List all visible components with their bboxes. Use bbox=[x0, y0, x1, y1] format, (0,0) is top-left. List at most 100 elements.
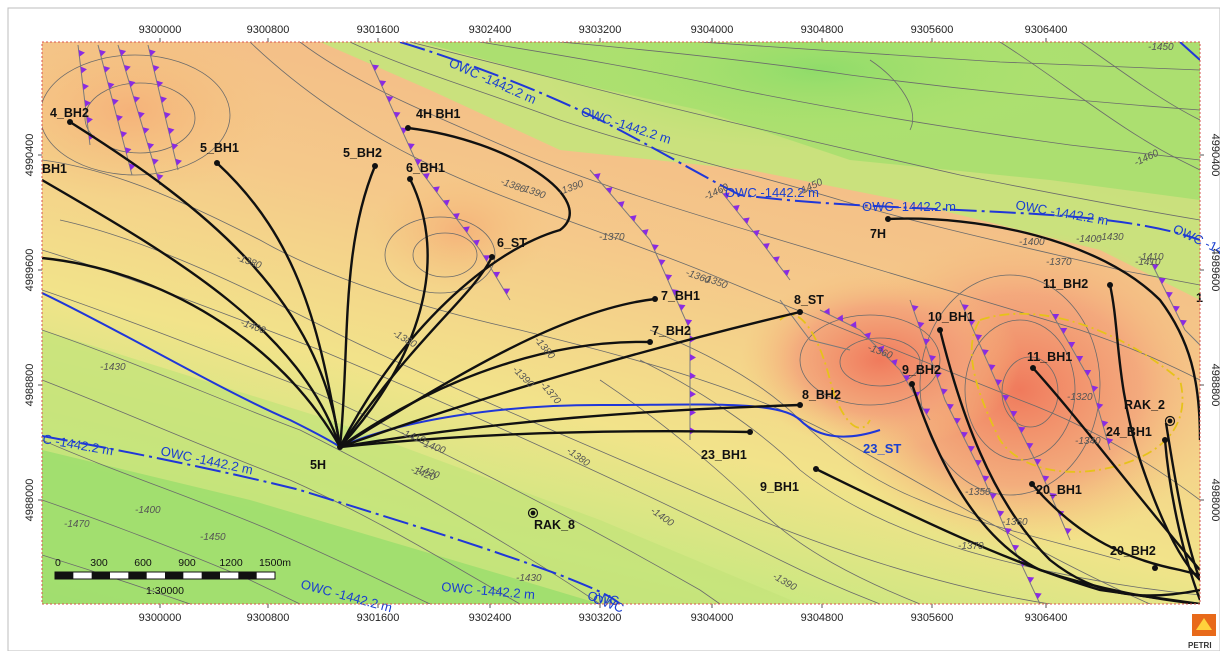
scale-ratio: 1:30000 bbox=[146, 585, 184, 597]
well-label: 11_BH2 bbox=[1043, 277, 1088, 291]
fault-tick bbox=[690, 390, 696, 398]
well-marker bbox=[1030, 365, 1036, 371]
y-tick-label-left: 4988800 bbox=[24, 364, 36, 407]
fault-tick bbox=[981, 349, 989, 356]
x-tick-label-top: 9302400 bbox=[469, 24, 512, 36]
well-marker bbox=[407, 176, 413, 182]
fault-tick bbox=[120, 130, 128, 138]
logo-text: PETRI bbox=[1188, 641, 1212, 650]
axis-ticks bbox=[38, 38, 1204, 608]
contour-label: -1400 bbox=[1076, 234, 1102, 245]
fault-tick bbox=[1158, 277, 1166, 285]
contour-label: -1400 bbox=[1019, 237, 1045, 248]
fault-tick bbox=[903, 375, 911, 382]
fault-tick bbox=[414, 158, 422, 166]
fault-tick bbox=[877, 345, 885, 353]
well-label: BH1 bbox=[42, 162, 67, 176]
owc-label: OWC -1442.2 m bbox=[725, 185, 819, 200]
well-label: 8_BH2 bbox=[802, 388, 841, 402]
scale-bar: 0 300 600 900 1200 1500m 1:30000 bbox=[54, 557, 291, 597]
x-tick-label-top: 9305600 bbox=[911, 24, 954, 36]
scale-bar-segment bbox=[55, 572, 74, 579]
fault-tick bbox=[967, 445, 975, 453]
well-label: 24_BH1 bbox=[1106, 425, 1152, 439]
fault-tick bbox=[1076, 355, 1084, 363]
fault-tick bbox=[133, 96, 141, 103]
fault-tick bbox=[690, 372, 696, 380]
fault-tick bbox=[123, 64, 131, 72]
fault-tick bbox=[1084, 369, 1092, 377]
fault-tick bbox=[995, 379, 1003, 386]
fault-tick bbox=[1172, 305, 1180, 313]
owc-label: OWC -1442.2 m bbox=[862, 199, 956, 214]
well-label: 20_BH2 bbox=[1110, 544, 1156, 558]
well-marker bbox=[372, 163, 378, 169]
y-axis-right: 4990400 4989600 4988800 4988000 bbox=[1209, 134, 1220, 522]
well-marker bbox=[747, 429, 753, 435]
fault-tick bbox=[1106, 437, 1114, 445]
fault-tick bbox=[685, 319, 693, 326]
contour-label: -1340 bbox=[1075, 436, 1101, 447]
fault-tick bbox=[160, 96, 167, 104]
scale-bar-tick-label: 1500m bbox=[259, 557, 291, 569]
fault-tick bbox=[1027, 576, 1035, 584]
fault-tick bbox=[782, 269, 790, 277]
fault-tick bbox=[1060, 327, 1068, 335]
well-label: 5H bbox=[310, 458, 326, 472]
fault-tick bbox=[961, 304, 969, 311]
owc-contact-yellow bbox=[779, 312, 1184, 473]
x-tick-label-top: 9300000 bbox=[139, 24, 182, 36]
well-marker bbox=[797, 402, 803, 408]
fault-tick bbox=[772, 256, 780, 263]
fault-tick bbox=[690, 354, 696, 361]
fault-tick bbox=[935, 371, 942, 379]
fault-tick bbox=[99, 49, 106, 57]
contour-label: -1360 bbox=[1002, 517, 1028, 528]
scale-bar-segment bbox=[128, 572, 147, 579]
x-axis-bottom: 9300000 9300800 9301600 9302400 9303200 93040… bbox=[139, 612, 1068, 624]
x-tick-label-top: 9304800 bbox=[801, 24, 844, 36]
x-tick-label-top: 9306400 bbox=[1025, 24, 1068, 36]
fault-tick bbox=[1034, 458, 1042, 466]
well-marker bbox=[405, 125, 411, 131]
fault-tick bbox=[593, 173, 601, 180]
fault-tick bbox=[651, 244, 659, 251]
fault-tick bbox=[483, 255, 491, 262]
scale-bar-tick-label: 900 bbox=[178, 557, 196, 569]
x-tick-label-top: 9303200 bbox=[579, 24, 622, 36]
fault-tick bbox=[452, 213, 460, 220]
well-marker bbox=[1107, 282, 1113, 288]
well-marker bbox=[1029, 481, 1035, 487]
well-marker bbox=[797, 309, 803, 315]
well-trajectories bbox=[42, 120, 1200, 604]
well-marker bbox=[1152, 565, 1158, 571]
y-tick-label-right: 4988800 bbox=[1209, 364, 1220, 407]
scale-bar-tick-label: 600 bbox=[134, 557, 152, 569]
fault-tick bbox=[974, 459, 982, 467]
scale-bar-tick-label: 1200 bbox=[219, 557, 243, 569]
fault-tick bbox=[665, 274, 673, 281]
fault-tick bbox=[1010, 410, 1018, 418]
x-tick-label-top: 9304000 bbox=[691, 24, 734, 36]
fault-tick bbox=[1004, 528, 1012, 535]
well-label: 7_BH2 bbox=[652, 324, 691, 338]
fault-tick bbox=[1068, 341, 1076, 349]
fault-tick bbox=[407, 143, 415, 150]
fault-tick bbox=[975, 334, 983, 341]
well-marker bbox=[337, 444, 343, 450]
x-tick-label-bottom: 9302400 bbox=[469, 612, 512, 624]
fault-tick bbox=[393, 111, 401, 119]
fault-tick bbox=[128, 80, 136, 88]
x-axis-top: 9300000 9300800 9301600 9302400 9303200 93040… bbox=[139, 24, 1068, 36]
y-tick-label-left: 4990400 bbox=[24, 134, 36, 177]
x-tick-label-bottom: 9305600 bbox=[911, 612, 954, 624]
contour-lines bbox=[42, 42, 1200, 604]
well-marker bbox=[647, 339, 653, 345]
fault-tick bbox=[1034, 592, 1042, 600]
contour-label: -1450 bbox=[200, 532, 226, 543]
x-tick-label-bottom: 9304000 bbox=[691, 612, 734, 624]
fault-tick bbox=[432, 186, 440, 193]
fault-tick bbox=[142, 127, 150, 134]
fault-tick bbox=[1101, 420, 1109, 428]
